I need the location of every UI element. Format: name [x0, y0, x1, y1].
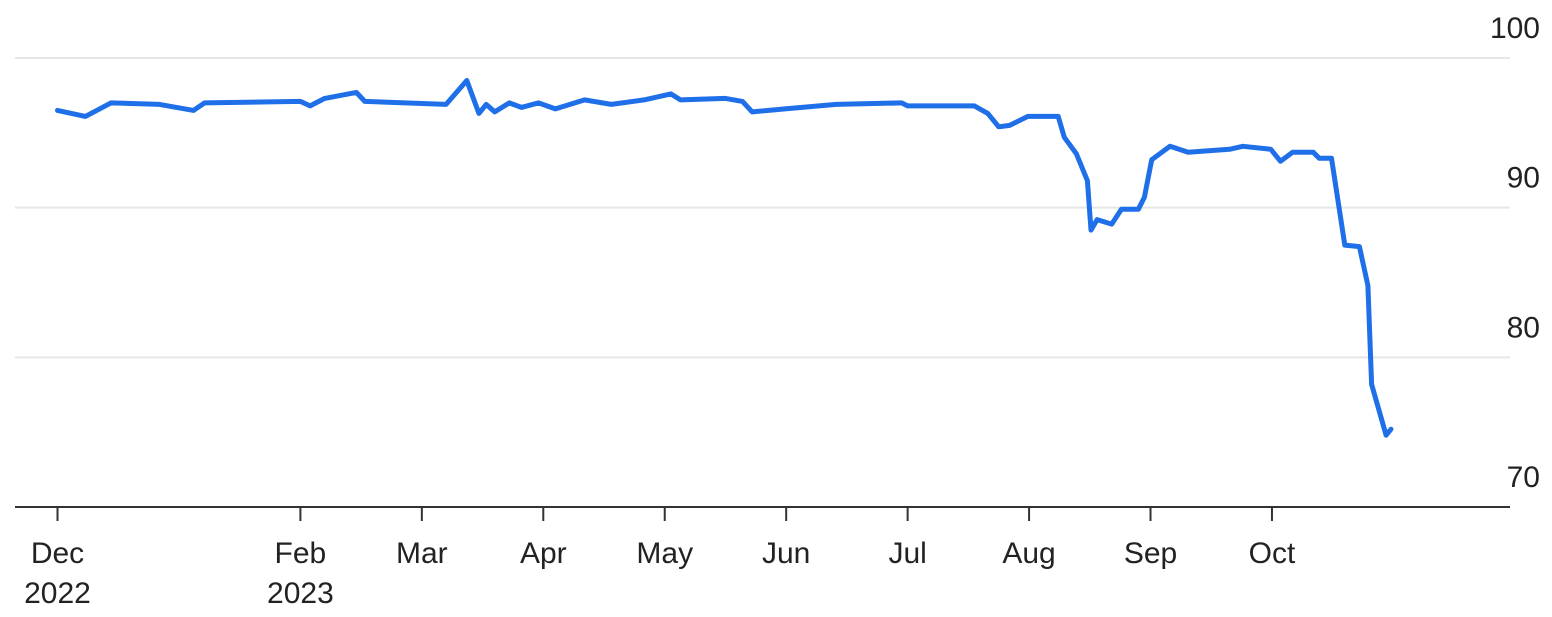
x-tick-label: May [636, 537, 694, 570]
y-tick-label: 90 [1507, 162, 1540, 195]
x-tick-label: Oct [1248, 537, 1296, 570]
x-tick-label: Apr [519, 537, 567, 570]
x-tick-label: Mar [396, 537, 448, 570]
x-tick-label: Feb 2023 [267, 537, 334, 610]
x-tick-label: Aug [1002, 537, 1056, 570]
x-tick-label: Dec 2022 [24, 537, 91, 610]
y-tick-label: 80 [1507, 311, 1540, 344]
y-tick-label: 70 [1507, 461, 1540, 494]
y-tick-label: 100 [1490, 12, 1540, 45]
x-tick-label: Jul [888, 537, 927, 570]
x-tick-label: Sep [1123, 537, 1178, 570]
data-line [55, 78, 1394, 438]
x-tick-label: Jun [761, 537, 811, 570]
